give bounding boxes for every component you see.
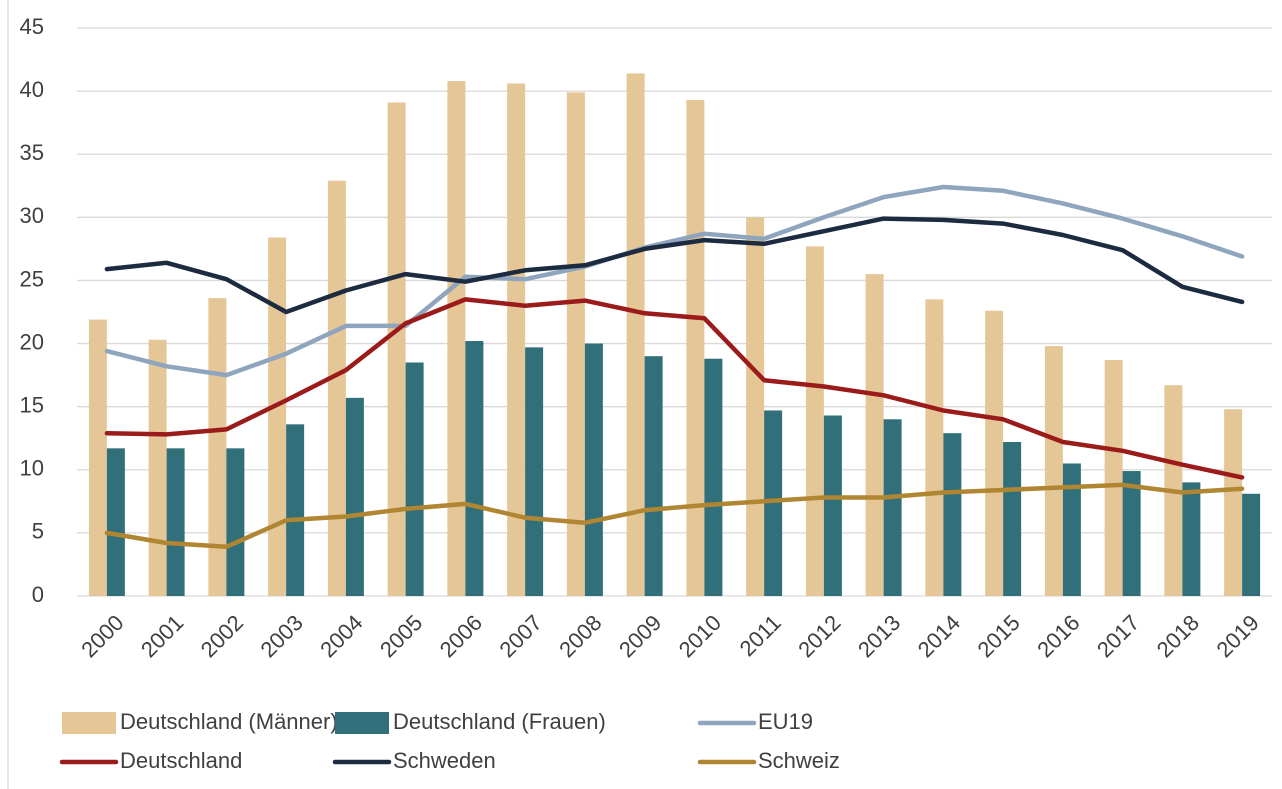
y-tick-label: 15 [20, 392, 44, 417]
bar [465, 341, 484, 596]
x-tick-label: 2015 [972, 610, 1024, 662]
y-tick-label: 25 [20, 266, 44, 291]
legend-swatch [62, 712, 116, 734]
x-tick-label: 2004 [315, 610, 367, 662]
x-tick-label: 2002 [196, 610, 248, 662]
line-series [104, 482, 1245, 550]
y-tick-label: 5 [32, 519, 44, 544]
y-tick-label: 10 [20, 456, 44, 481]
legend-label: Deutschland [120, 748, 242, 773]
bar [704, 358, 723, 596]
bar [1044, 346, 1063, 596]
x-tick-label: 2018 [1152, 610, 1204, 662]
bar [1242, 493, 1261, 596]
bar [626, 73, 645, 596]
bar [865, 274, 884, 596]
x-tick-label: 2013 [853, 610, 905, 662]
legend-label: Schweiz [758, 748, 840, 773]
legend-label: EU19 [758, 709, 813, 734]
bar [525, 347, 544, 596]
x-tick-label: 2016 [1032, 610, 1084, 662]
x-tick-label: 2003 [255, 610, 307, 662]
bar [226, 448, 245, 596]
bar [148, 339, 167, 596]
line-series [104, 297, 1245, 480]
bar [943, 433, 962, 596]
x-tick-label: 2005 [375, 610, 427, 662]
x-tick-label: 2000 [76, 610, 128, 662]
x-tick-label: 2009 [614, 610, 666, 662]
bar [1104, 359, 1123, 596]
legend-label: Schweden [393, 748, 496, 773]
bar [405, 362, 424, 596]
bar [1062, 463, 1081, 596]
bar [764, 410, 783, 596]
legend-swatch [335, 712, 389, 734]
x-tick-label: 2019 [1211, 610, 1263, 662]
y-tick-label: 0 [32, 582, 44, 607]
y-tick-label: 45 [20, 14, 44, 39]
bar [686, 99, 705, 597]
legend-label: Deutschland (Männer) [120, 709, 338, 734]
bar [208, 298, 227, 596]
bar [268, 237, 287, 597]
bar [644, 356, 663, 596]
bar [387, 102, 406, 597]
y-tick-label: 20 [20, 329, 44, 354]
bar [1182, 482, 1201, 596]
x-tick-label: 2011 [735, 610, 786, 661]
bar [566, 92, 585, 596]
bar [106, 448, 125, 596]
legend-label: Deutschland (Frauen) [393, 709, 606, 734]
y-tick-label: 30 [20, 203, 44, 228]
y-tick-label: 35 [20, 140, 44, 165]
bar [883, 419, 902, 596]
bar [584, 343, 603, 596]
x-tick-label: 2012 [793, 610, 845, 662]
line-series [104, 216, 1245, 315]
bar [746, 217, 765, 597]
bar [166, 448, 185, 596]
bar [925, 299, 944, 596]
bar [805, 246, 824, 596]
x-tick-label: 2014 [913, 610, 965, 662]
x-tick-label: 2007 [494, 610, 546, 662]
bar [345, 397, 364, 596]
bar [88, 319, 107, 596]
y-tick-label: 40 [20, 77, 44, 102]
bar [286, 424, 305, 596]
bar [327, 180, 346, 596]
bar [1003, 442, 1022, 596]
bar [985, 310, 1004, 596]
x-tick-label: 2008 [554, 610, 606, 662]
bar [447, 81, 466, 597]
bar [507, 83, 526, 596]
x-tick-label: 2017 [1092, 610, 1144, 662]
line-series [104, 184, 1245, 378]
bar [1224, 409, 1243, 596]
x-tick-label: 2010 [674, 610, 726, 662]
x-tick-label: 2006 [435, 610, 487, 662]
bar [823, 415, 842, 596]
x-tick-label: 2001 [136, 610, 188, 662]
bar [1122, 471, 1141, 596]
